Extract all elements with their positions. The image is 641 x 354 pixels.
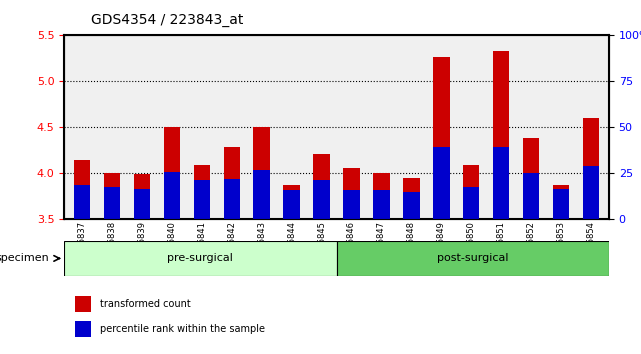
Bar	[433, 147, 449, 219]
Text: transformed count: transformed count	[99, 298, 190, 309]
Bar	[75, 296, 92, 312]
Bar	[104, 187, 121, 219]
Bar	[344, 190, 360, 219]
Bar	[224, 179, 240, 219]
Bar	[583, 166, 599, 219]
Bar	[553, 185, 569, 219]
Text: post-surgical: post-surgical	[437, 253, 508, 263]
Bar	[523, 173, 539, 219]
Bar	[373, 172, 390, 219]
Bar	[104, 172, 121, 219]
Bar	[75, 321, 92, 337]
FancyBboxPatch shape	[337, 241, 609, 276]
Text: percentile rank within the sample: percentile rank within the sample	[99, 324, 265, 334]
Bar	[194, 165, 210, 219]
Text: GDS4354 / 223843_at: GDS4354 / 223843_at	[92, 12, 244, 27]
Text: pre-surgical: pre-surgical	[167, 253, 233, 263]
Bar	[493, 51, 510, 219]
Bar	[134, 175, 150, 219]
Bar	[313, 180, 329, 219]
Bar	[403, 178, 420, 219]
Text: specimen: specimen	[0, 253, 49, 263]
Bar	[194, 180, 210, 219]
Bar	[74, 185, 90, 219]
Bar	[253, 170, 270, 219]
Bar	[253, 126, 270, 219]
Bar	[313, 154, 329, 219]
Bar	[344, 168, 360, 219]
Bar	[463, 187, 479, 219]
Bar	[403, 192, 420, 219]
Bar	[283, 190, 300, 219]
Bar	[134, 189, 150, 219]
Bar	[523, 138, 539, 219]
Bar	[163, 172, 180, 219]
Bar	[224, 147, 240, 219]
FancyBboxPatch shape	[64, 241, 337, 276]
Bar	[373, 190, 390, 219]
Bar	[74, 160, 90, 219]
Bar	[463, 165, 479, 219]
Bar	[493, 147, 510, 219]
Bar	[553, 189, 569, 219]
Bar	[163, 127, 180, 219]
Bar	[583, 118, 599, 219]
Bar	[283, 185, 300, 219]
Bar	[433, 57, 449, 219]
